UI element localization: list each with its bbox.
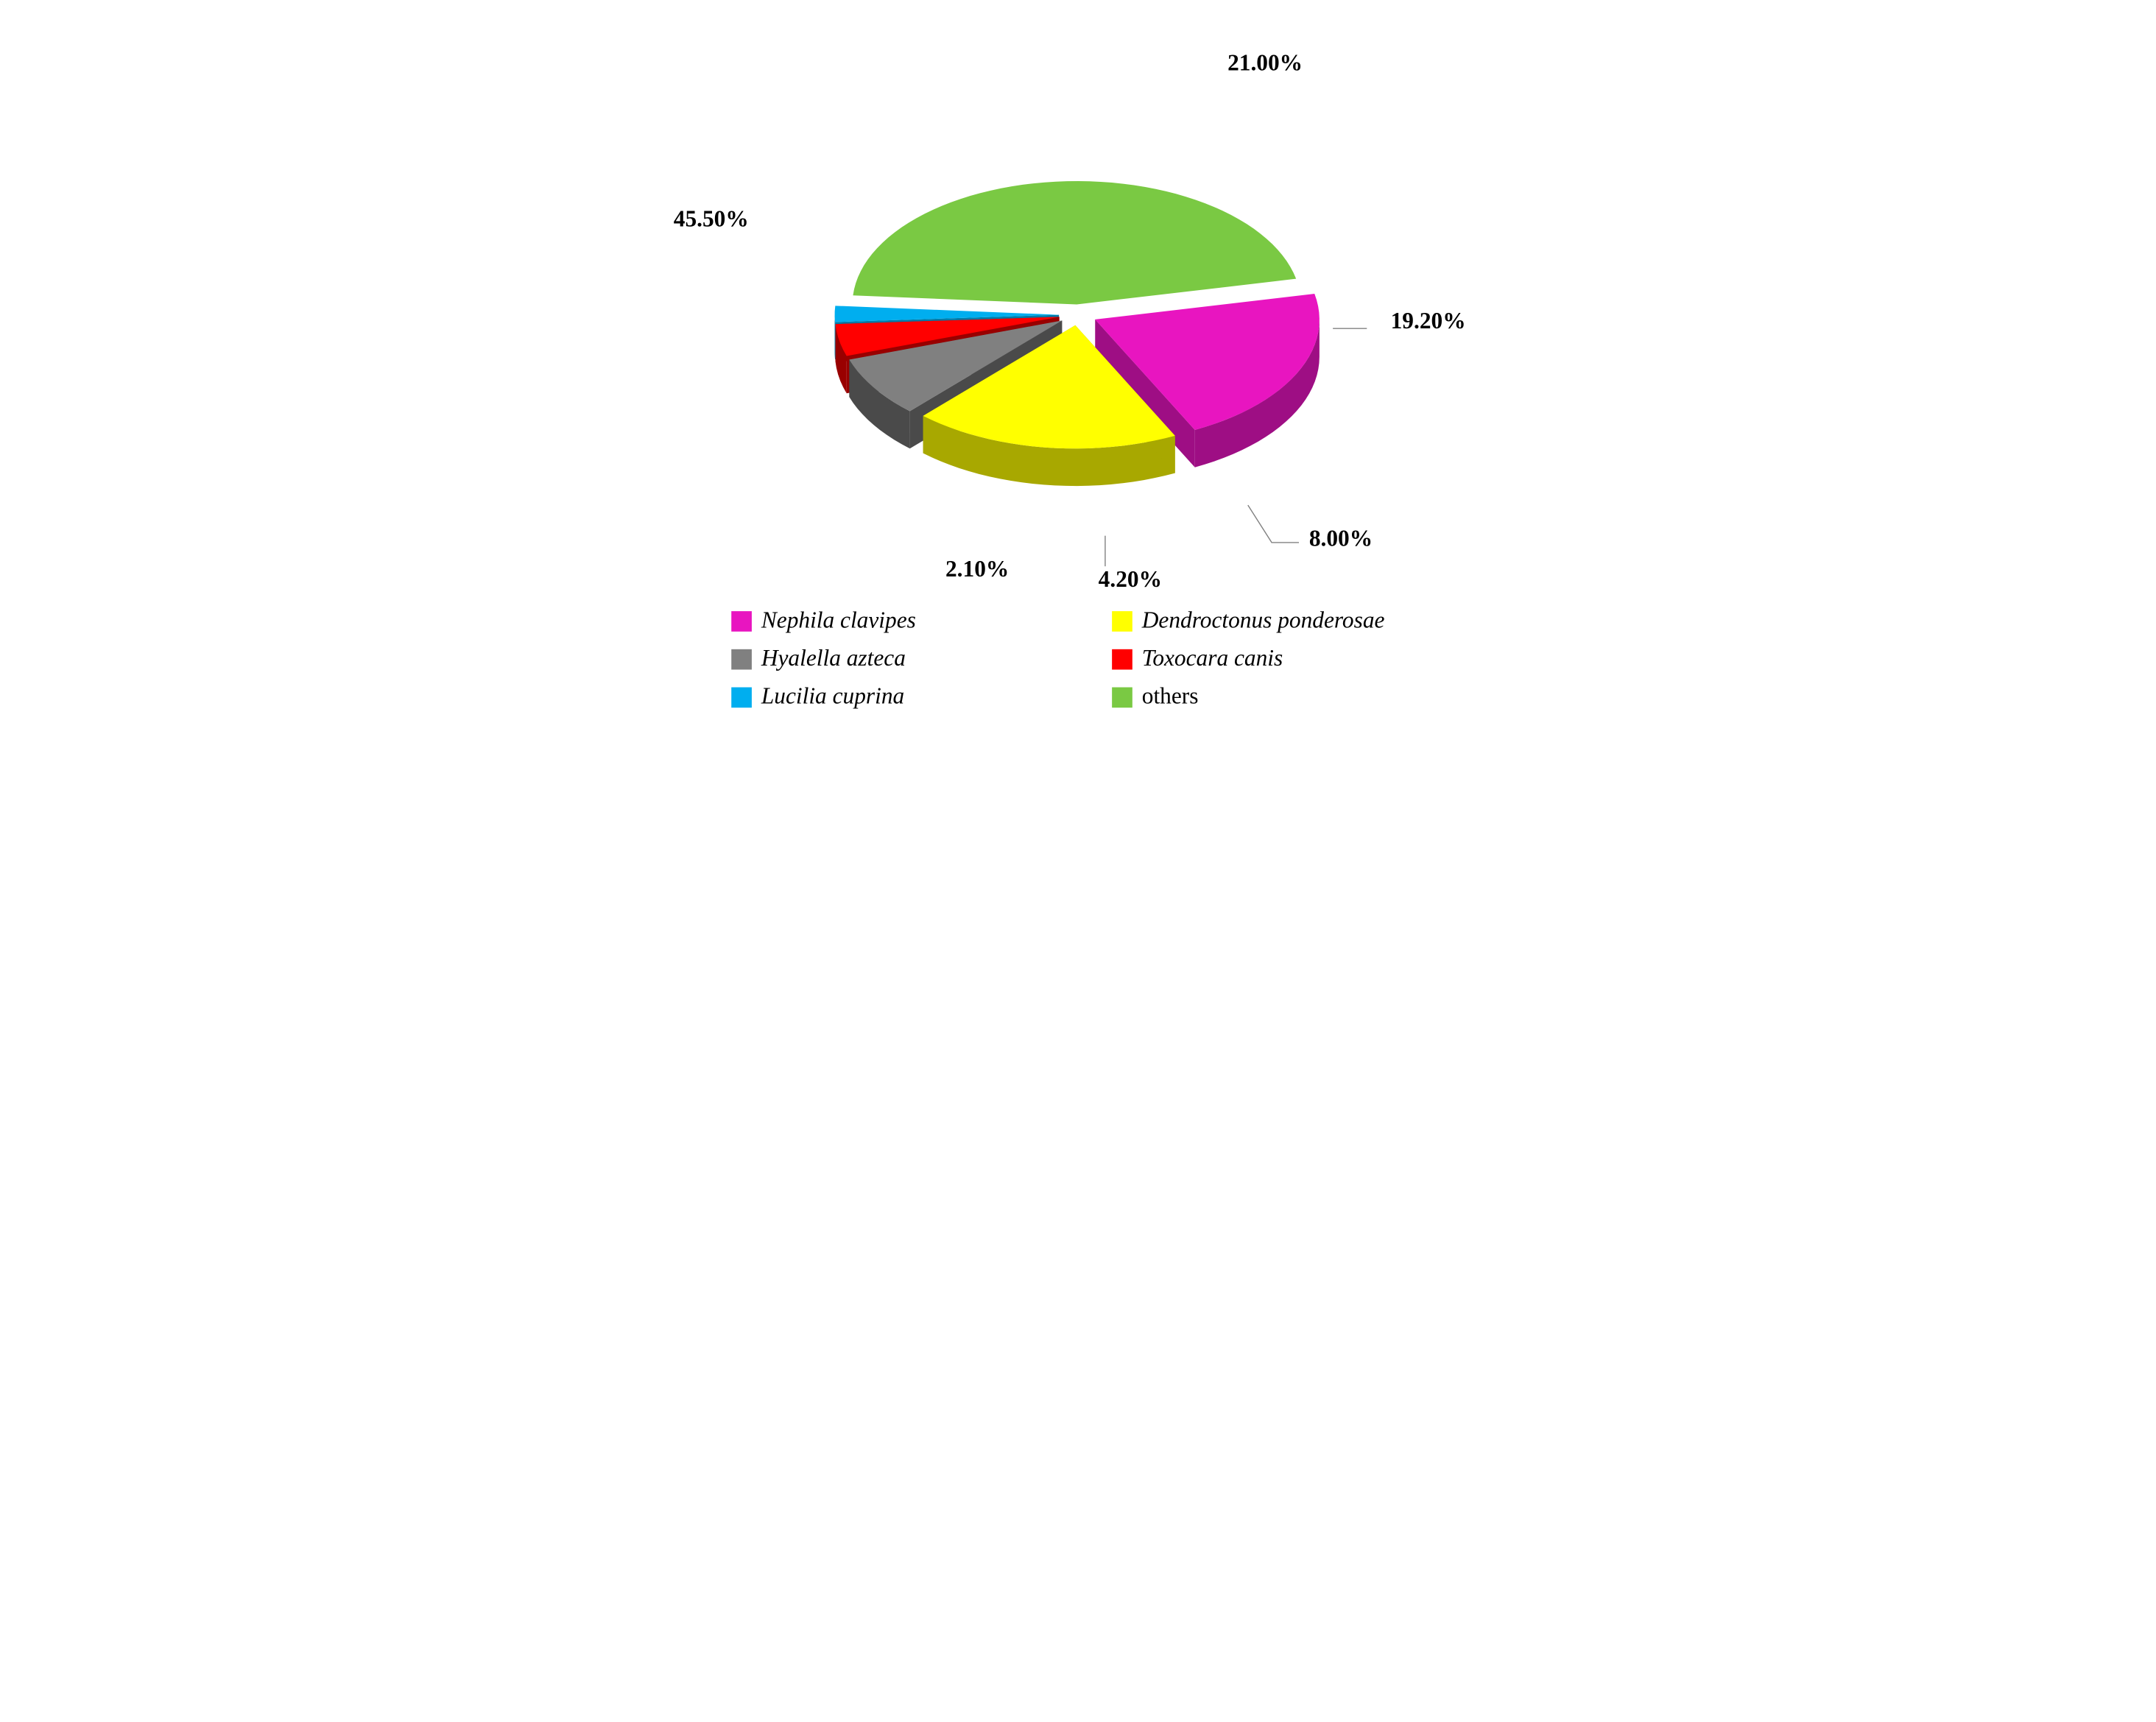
pie-chart-container: 21.00% 19.20% 8.00% 4.20% 2.10% 45.50% Nephila…	[636, 29, 1520, 763]
pct-label: 45.50%	[674, 206, 749, 232]
pct-label: 4.20%	[1099, 566, 1162, 592]
pie-chart-svg: 21.00% 19.20% 8.00% 4.20% 2.10% 45.50% Nephila…	[636, 29, 1520, 763]
pct-label: 21.00%	[1227, 49, 1303, 75]
legend-label: Toxocara canis	[1142, 645, 1283, 671]
pct-label: 2.10%	[945, 556, 1009, 582]
legend-label: Nephila clavipes	[761, 607, 916, 632]
legend-swatch	[1112, 649, 1132, 670]
legend-swatch	[731, 649, 752, 670]
legend-swatch	[1112, 611, 1132, 632]
legend-label: others	[1142, 683, 1199, 709]
legend-swatch	[1112, 688, 1132, 708]
legend-swatch	[731, 611, 752, 632]
legend-label: Dendroctonus ponderosae	[1141, 607, 1385, 632]
pct-label: 19.20%	[1391, 308, 1466, 334]
legend-label: Hyalella azteca	[761, 645, 906, 671]
pct-label: 8.00%	[1309, 526, 1373, 551]
legend-label: Lucilia cuprina	[761, 683, 904, 709]
legend-swatch	[731, 688, 752, 708]
